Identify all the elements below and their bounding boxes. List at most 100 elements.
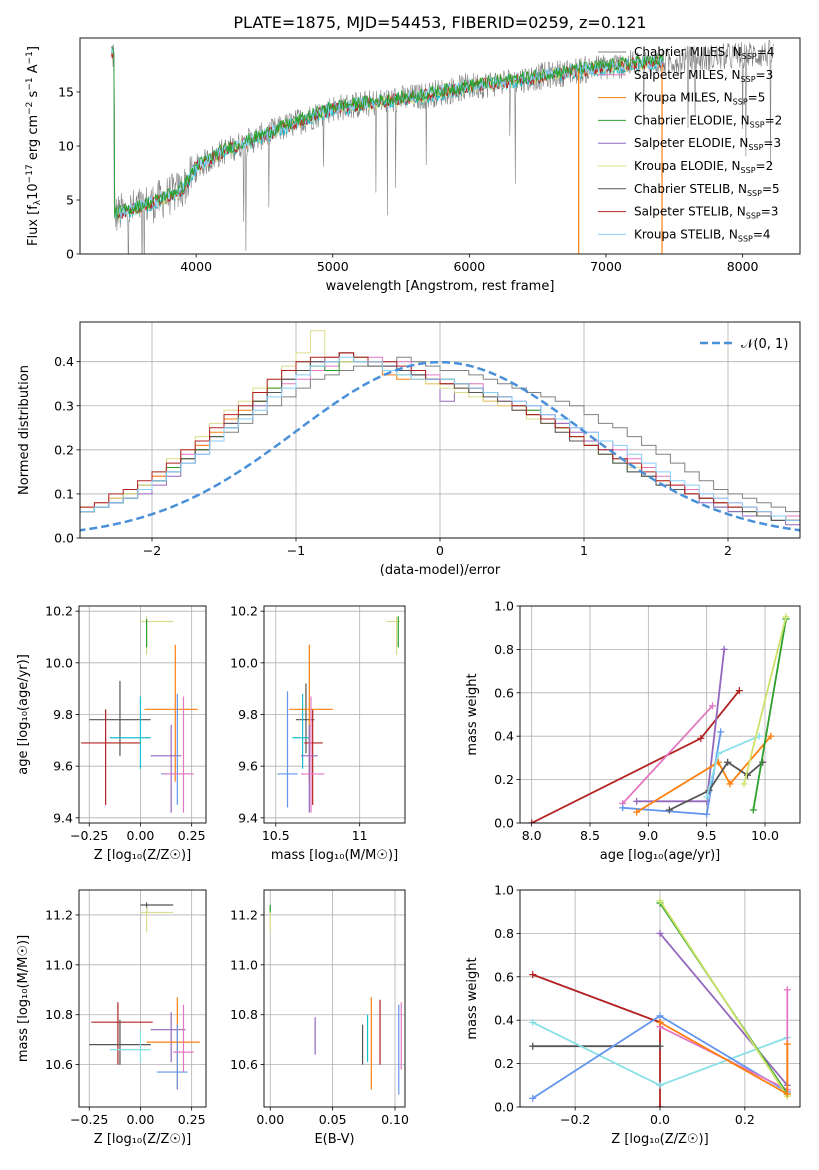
mass-vs-ebv-grid bbox=[264, 890, 405, 1107]
weight-vs-age-ytick-label: 0.0 bbox=[494, 816, 514, 831]
mass-vs-ebv-axes: 0.00 0.05 0.10 10.6 10.8 11.0 11.2 E(B-V) bbox=[230, 889, 409, 1147]
weight-marker bbox=[724, 758, 732, 766]
mass-vs-ebv-ytick-label: 11.2 bbox=[230, 907, 258, 922]
weight-marker bbox=[749, 806, 757, 814]
weight-vs-age-ytick-label: 0.2 bbox=[494, 772, 514, 787]
weight-marker bbox=[740, 780, 748, 788]
weight-marker bbox=[633, 808, 641, 816]
mass-vs-ebv-xlabel: E(B-V) bbox=[314, 1132, 354, 1147]
mass-vs-ebv-xtick-label: 0.05 bbox=[319, 1112, 347, 1127]
legend-label: Chabrier MILES, NSSP=4 bbox=[634, 45, 774, 61]
mass-vs-ebv-frame bbox=[263, 889, 406, 1108]
spectrum-frame bbox=[79, 37, 801, 255]
legend-sub: SSP bbox=[741, 166, 756, 175]
spectrum-xtick-label: 5000 bbox=[317, 259, 349, 274]
legend-sub: SSP bbox=[747, 189, 762, 198]
errorbar-point bbox=[140, 902, 174, 913]
spectrum-legend-entry: Salpeter ELODIE, NSSP=3 bbox=[598, 136, 781, 152]
spectrum-ylabel-part: A bbox=[26, 64, 41, 77]
weight-marker bbox=[665, 806, 673, 814]
residuals-grid bbox=[80, 322, 800, 539]
errorbar-point bbox=[292, 693, 310, 769]
weight-vs-age-xtick-label: 9.5 bbox=[697, 828, 717, 843]
age-vs-mass-ytick-label: 9.8 bbox=[238, 707, 258, 722]
weight-series-line bbox=[659, 932, 788, 1086]
weight-vs-z-ylabel: mass weight bbox=[465, 957, 480, 1039]
weight-series-line bbox=[659, 1021, 789, 1096]
spectrum-xtick-label: 7000 bbox=[590, 259, 622, 274]
residuals-plot bbox=[80, 330, 800, 532]
legend-name: Kroupa STELIB, N bbox=[634, 227, 738, 241]
weight-series-line bbox=[532, 973, 661, 1107]
age-vs-z-xtick-label: −0.25 bbox=[70, 828, 108, 843]
errorbar-point bbox=[150, 724, 182, 813]
errorbar-point bbox=[162, 696, 194, 813]
age-vs-z-axes: −0.25 0.00 0.25 9.4 9.6 9.8 10.0 10.2 Z [log₁₀(Z… bbox=[16, 604, 207, 863]
residuals-ytick-label: 0.1 bbox=[54, 486, 74, 501]
weight-vs-z-ytick-label: 0.2 bbox=[494, 1056, 514, 1071]
errorbar-point bbox=[304, 709, 323, 805]
errorbar-point bbox=[81, 709, 141, 805]
mass-vs-z-plot bbox=[89, 902, 200, 1090]
weight-marker bbox=[735, 687, 743, 695]
legend-sub: SSP bbox=[738, 234, 753, 243]
residuals-xtick-label: −2 bbox=[143, 543, 161, 558]
weight-vs-z-xtick-label: 0.0 bbox=[650, 1112, 670, 1127]
weight-vs-z-ytick-label: 0.8 bbox=[494, 926, 514, 941]
legend-nssp: =3 bbox=[763, 136, 781, 150]
legend-label: Kroupa MILES, NSSP=5 bbox=[634, 91, 765, 107]
weight-vs-age-ytick-label: 0.4 bbox=[494, 729, 514, 744]
age-vs-z-xlabel: Z [log₁₀(Z/Z☉)] bbox=[94, 848, 191, 863]
legend-nssp: =5 bbox=[762, 182, 780, 196]
residuals-xtick-label: 0 bbox=[436, 543, 444, 558]
weight-series-line bbox=[743, 616, 787, 785]
age-vs-z-xtick-label: 0.00 bbox=[127, 828, 155, 843]
weight-series-line bbox=[668, 760, 764, 811]
weight-marker bbox=[656, 1081, 664, 1089]
spectrum-legend-entry: Kroupa STELIB, NSSP=4 bbox=[598, 227, 771, 243]
weight-marker bbox=[697, 734, 705, 742]
weight-vs-z-xlabel: Z [log₁₀(Z/Z☉)] bbox=[611, 1132, 708, 1147]
normal-legend-label: 𝒩(0, 1) bbox=[741, 337, 788, 352]
age-vs-mass-xlabel: mass [log₁₀(M/M☉)] bbox=[271, 848, 398, 863]
residuals-ytick-label: 0.4 bbox=[54, 354, 74, 369]
normal-reference-curve bbox=[80, 360, 800, 532]
errorbar-point bbox=[300, 724, 318, 813]
weight-series-line bbox=[659, 900, 789, 1097]
spectrum-legend-entry: Salpeter STELIB, NSSP=3 bbox=[598, 205, 778, 221]
legend-nssp: =3 bbox=[761, 205, 779, 219]
weight-vs-age-ytick-label: 1.0 bbox=[494, 599, 514, 614]
weight-vs-age-ytick-label: 0.8 bbox=[494, 642, 514, 657]
weight-marker bbox=[720, 645, 728, 653]
legend-name: Kroupa ELODIE, N bbox=[634, 159, 741, 173]
age-vs-z-plot bbox=[81, 616, 198, 813]
age-vs-mass-ytick-label: 10.2 bbox=[230, 604, 258, 619]
spectrum-ylabel-part: 10 bbox=[26, 183, 41, 200]
residuals-frame bbox=[79, 321, 801, 539]
age-vs-z-ytick-label: 9.8 bbox=[53, 707, 73, 722]
age-vs-mass-xtick-label: 10.5 bbox=[262, 828, 290, 843]
errorbar-point bbox=[144, 644, 198, 782]
mass-vs-ebv-xtick-label: 0.00 bbox=[256, 1112, 284, 1127]
spectrum-ytick-label: 5 bbox=[66, 193, 74, 208]
errorbar-point bbox=[150, 1012, 186, 1063]
errorbar-point bbox=[89, 1019, 151, 1065]
weight-vs-age-xtick-label: 8.0 bbox=[522, 828, 542, 843]
legend-sub: SSP bbox=[748, 143, 763, 152]
weight-vs-z-plot bbox=[529, 897, 791, 1107]
legend-sub: SSP bbox=[746, 212, 761, 221]
age-vs-z-ylabel: age [log₁₀(age/yr)] bbox=[16, 654, 31, 775]
legend-nssp: =3 bbox=[756, 68, 774, 82]
spectrum-ylabel-part: λ bbox=[33, 199, 43, 205]
weight-vs-age-xtick-label: 9.0 bbox=[638, 828, 658, 843]
weight-vs-z-frame bbox=[519, 889, 801, 1108]
weight-marker bbox=[656, 929, 664, 937]
residuals-ytick-label: 0.0 bbox=[54, 531, 74, 546]
spectrum-xlabel: wavelength [Angstrom, rest frame] bbox=[326, 279, 555, 294]
spectrum-axes: 4000 5000 6000 7000 8000 0 5 10 15 wavelength [An… bbox=[25, 37, 801, 294]
age-vs-mass-ytick-label: 9.6 bbox=[238, 759, 258, 774]
weight-marker bbox=[726, 780, 734, 788]
spectrum-ylabel-part: s bbox=[26, 90, 41, 101]
weight-marker bbox=[714, 750, 722, 758]
